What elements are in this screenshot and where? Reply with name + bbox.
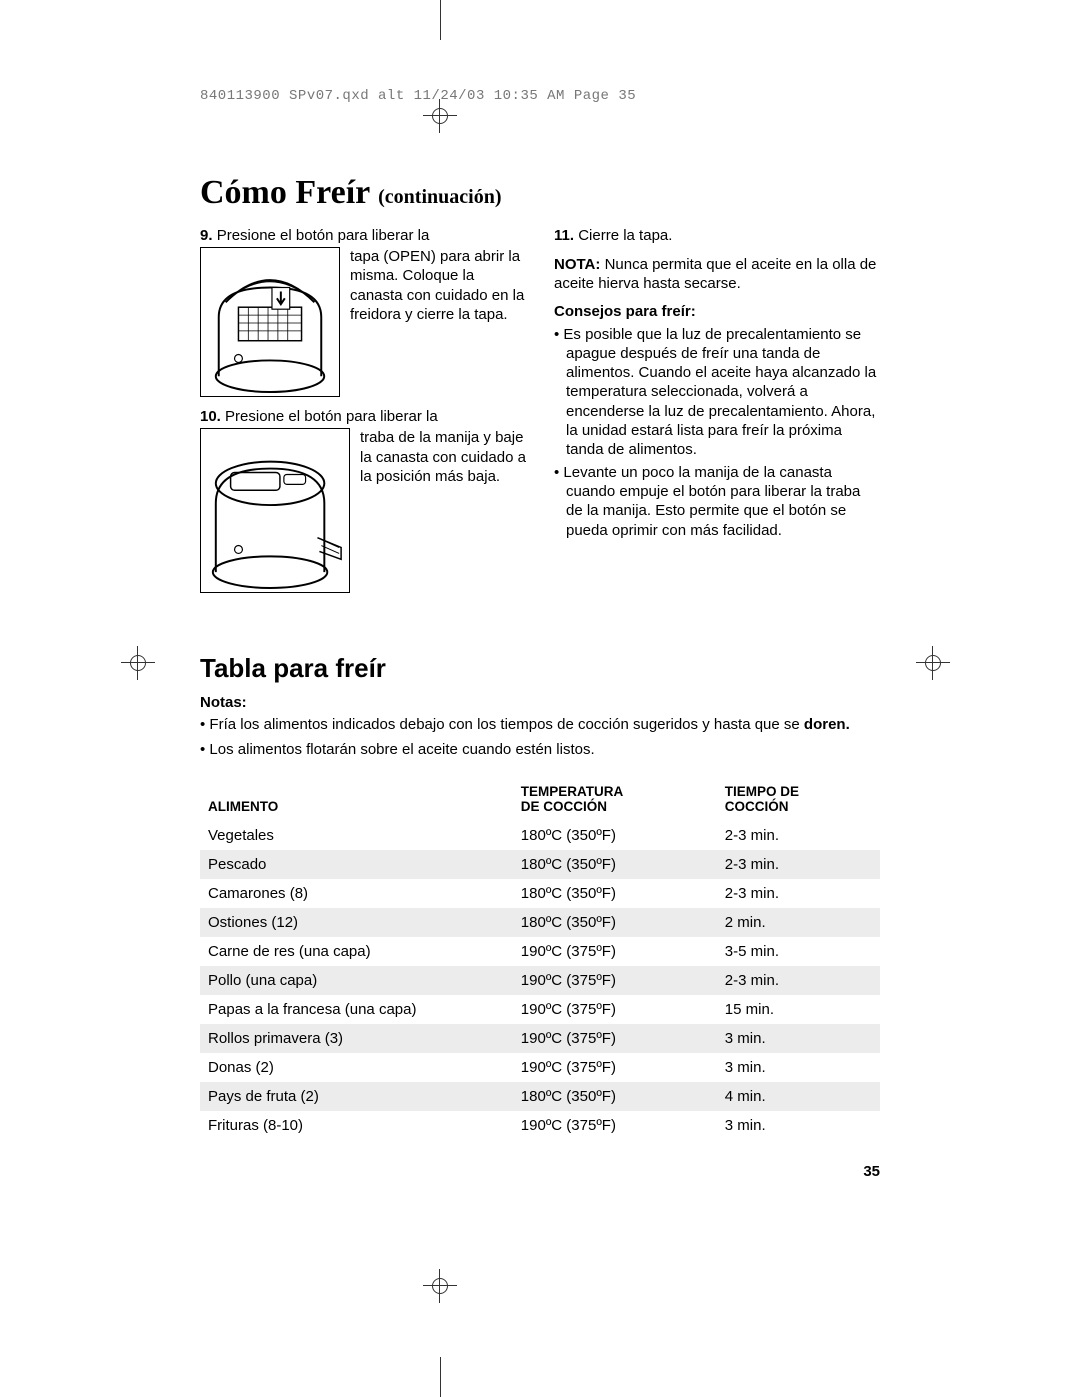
page-number: 35 [863, 1163, 880, 1180]
cell-time: 3 min. [717, 1111, 880, 1140]
cell-temp: 190ºC (375ºF) [513, 1053, 717, 1082]
cell-temp: 180ºC (350ºF) [513, 850, 717, 879]
cell-temp: 180ºC (350ºF) [513, 1082, 717, 1111]
cell-time: 3 min. [717, 1024, 880, 1053]
cell-time: 2-3 min. [717, 821, 880, 850]
cell-time: 2-3 min. [717, 850, 880, 879]
step-10-num: 10. [200, 408, 221, 425]
reg-mark-left [127, 652, 149, 674]
cell-food: Ostiones (12) [200, 908, 513, 937]
cell-temp: 190ºC (375ºF) [513, 1111, 717, 1140]
page-title: Cómo Freír (continuación) [200, 174, 880, 212]
table-row: Rollos primavera (3)190ºC (375ºF)3 min. [200, 1024, 880, 1053]
reg-mark-bottom [429, 1275, 451, 1297]
cell-food: Camarones (8) [200, 879, 513, 908]
step-9-body: tapa (OPEN) para abrir la misma. Coloque… [350, 247, 526, 397]
cell-time: 2-3 min. [717, 966, 880, 995]
cell-food: Pollo (una capa) [200, 966, 513, 995]
step-11: 11. Cierre la tapa. [554, 226, 880, 245]
cell-time: 2 min. [717, 908, 880, 937]
frying-chart: Alimento Temperatura de Cocción Tiempo d… [200, 778, 880, 1140]
tips-list: Es posible que la luz de precalentamient… [554, 325, 880, 540]
fryer-closed-illustration [201, 429, 349, 592]
cell-food: Frituras (8-10) [200, 1111, 513, 1140]
table-row: Papas a la francesa (una capa)190ºC (375… [200, 995, 880, 1024]
cell-food: Papas a la francesa (una capa) [200, 995, 513, 1024]
cell-temp: 190ºC (375ºF) [513, 937, 717, 966]
nota-item: Los alimentos flotarán sobre el aceite c… [200, 740, 880, 760]
col-head-time: Tiempo de Cocción [717, 778, 880, 821]
print-slug: 840113900 SPv07.qxd alt 11/24/03 10:35 A… [200, 88, 880, 104]
cell-food: Donas (2) [200, 1053, 513, 1082]
step-11-text: Cierre la tapa. [578, 227, 672, 244]
tip-item: Levante un poco la manija de la canasta … [554, 463, 880, 540]
table-row: Pescado180ºC (350ºF)2-3 min. [200, 850, 880, 879]
cell-food: Pays de fruta (2) [200, 1082, 513, 1111]
title-main: Cómo Freír [200, 174, 370, 211]
figure-step-10 [200, 428, 350, 593]
cell-food: Carne de res (una capa) [200, 937, 513, 966]
cell-food: Rollos primavera (3) [200, 1024, 513, 1053]
figure-step-9 [200, 247, 340, 397]
table-row: Donas (2)190ºC (375ºF)3 min. [200, 1053, 880, 1082]
step-9-num: 9. [200, 227, 213, 244]
step-11-num: 11. [554, 227, 574, 244]
table-header-row: Alimento Temperatura de Cocción Tiempo d… [200, 778, 880, 821]
step-10-leadtext: Presione el botón para liberar la [225, 408, 438, 425]
nota-block: NOTA: Nunca permita que el aceite en la … [554, 255, 880, 293]
cell-temp: 180ºC (350ºF) [513, 908, 717, 937]
reg-mark-right [922, 652, 944, 674]
cell-time: 3-5 min. [717, 937, 880, 966]
cell-temp: 180ºC (350ºF) [513, 821, 717, 850]
nota-text: Nunca permita que el aceite en la olla d… [554, 256, 876, 292]
title-sub: (continuación) [378, 186, 501, 208]
step-9-leadtext: Presione el botón para liberar la [217, 227, 430, 244]
cell-temp: 190ºC (375ºF) [513, 966, 717, 995]
table-row: Carne de res (una capa)190ºC (375ºF)3-5 … [200, 937, 880, 966]
frying-table-title: Tabla para freír [200, 653, 880, 684]
table-row: Pays de fruta (2)180ºC (350ºF)4 min. [200, 1082, 880, 1111]
table-row: Ostiones (12)180ºC (350ºF)2 min. [200, 908, 880, 937]
step-9-lead: 9. Presione el botón para liberar la [200, 226, 526, 245]
col-head-food: Alimento [200, 778, 513, 821]
col-head-temp: Temperatura de Cocción [513, 778, 717, 821]
step-10-lead: 10. Presione el botón para liberar la [200, 407, 526, 426]
cell-time: 15 min. [717, 995, 880, 1024]
step-10-body: traba de la manija y baje la canasta con… [360, 428, 526, 593]
instructions-columns: 9. Presione el botón para liberar la [200, 226, 880, 603]
nota-item: Fría los alimentos indicados debajo con … [200, 715, 880, 735]
cell-time: 3 min. [717, 1053, 880, 1082]
cell-temp: 190ºC (375ºF) [513, 995, 717, 1024]
tip-item: Es posible que la luz de precalentamient… [554, 325, 880, 459]
page-content: 840113900 SPv07.qxd alt 11/24/03 10:35 A… [200, 88, 880, 1140]
right-column: 11. Cierre la tapa. NOTA: Nunca permita … [554, 226, 880, 603]
step-9: 9. Presione el botón para liberar la [200, 226, 526, 397]
cell-food: Pescado [200, 850, 513, 879]
fryer-open-illustration [201, 248, 339, 396]
cell-time: 2-3 min. [717, 879, 880, 908]
nota-label: NOTA: [554, 256, 600, 273]
notas-label: Notas: [200, 694, 880, 711]
notas-block: Notas: Fría los alimentos indicados deba… [200, 694, 880, 760]
table-row: Camarones (8)180ºC (350ºF)2-3 min. [200, 879, 880, 908]
cell-temp: 180ºC (350ºF) [513, 879, 717, 908]
cell-food: Vegetales [200, 821, 513, 850]
table-row: Frituras (8-10)190ºC (375ºF)3 min. [200, 1111, 880, 1140]
table-row: Pollo (una capa)190ºC (375ºF)2-3 min. [200, 966, 880, 995]
cell-temp: 190ºC (375ºF) [513, 1024, 717, 1053]
tips-heading: Consejos para freír: [554, 302, 880, 321]
step-10: 10. Presione el botón para liberar la [200, 407, 526, 593]
left-column: 9. Presione el botón para liberar la [200, 226, 526, 603]
cell-time: 4 min. [717, 1082, 880, 1111]
table-row: Vegetales180ºC (350ºF)2-3 min. [200, 821, 880, 850]
